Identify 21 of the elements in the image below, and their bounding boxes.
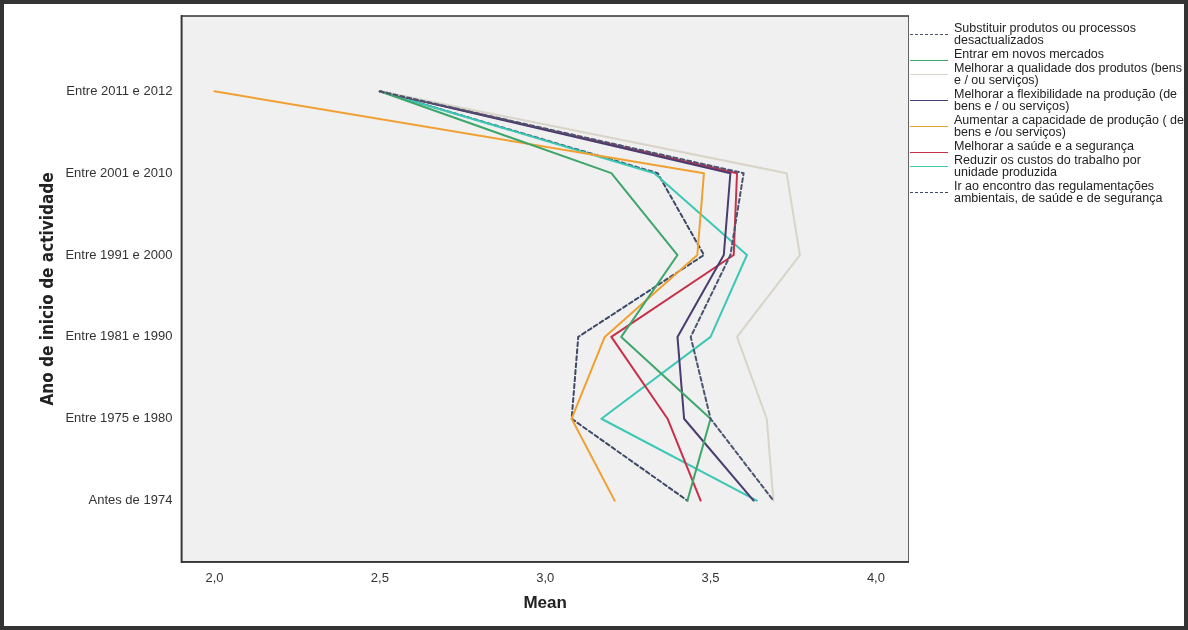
legend-label: Melhorar a qualidade dos produtos (bens e / ou serviços) [954,61,1182,87]
legend-label: Entrar em novos mercados [954,47,1105,61]
x-tick-label: 2,0 [205,570,224,586]
x-tick-label: 4,0 [866,570,885,586]
legend-label: Aumentar a capacidade de produção ( de bens e /ou serviços) [954,113,1185,139]
y-tick-label: Entre 2001 e 2010 [65,164,173,180]
x-tick-label: 3,0 [536,570,555,586]
y-tick-label: Entre 1975 e 1980 [65,410,173,426]
y-tick-label: Antes de 1974 [88,492,173,508]
x-tick-label: 3,5 [701,570,720,586]
x-tick-label: 2,5 [370,570,389,586]
legend-label: Reduzir os custos do trabalho por unidade produzida [954,153,1141,179]
y-tick-label: Entre 1981 e 1990 [65,328,173,344]
legend-label: Substituir produtos ou processos desactualizados [954,21,1137,47]
y-tick-label: Entre 1991 e 2000 [65,246,173,262]
legend-label: Melhorar a saúde e a segurança [954,139,1134,153]
x-axis-title: Mean [523,593,567,613]
y-tick-label: Entre 2011 e 2012 [66,82,173,98]
y-axis-title: Ano de inicio de actividade [36,172,57,406]
legend-label: Melhorar a flexibilidade na produção (de bens e / ou serviços) [954,87,1178,113]
legend-label: Ir ao encontro das regulamentações ambientais, de saúde e de segurança [954,179,1163,205]
